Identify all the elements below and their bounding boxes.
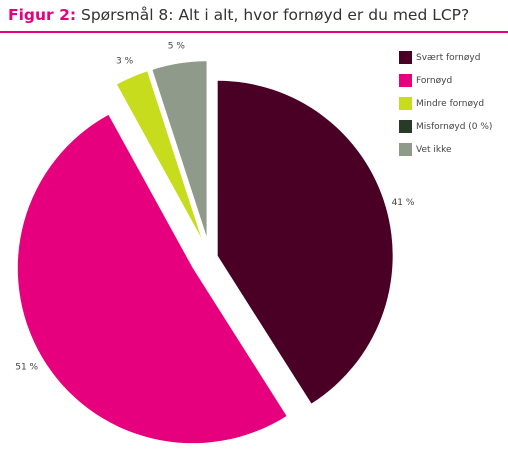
title-underline [0, 31, 508, 33]
data-label: 51 % [15, 362, 38, 372]
legend-label: Misfornøyd (0 %) [416, 121, 493, 132]
title-text: Spørsmål 8: Alt i alt, hvor fornøyd er d… [76, 6, 470, 24]
pie-slice-mindre-fornøyd [116, 71, 202, 238]
legend-item: Vet ikke [399, 142, 492, 157]
legend-item: Mindre fornøyd [399, 96, 492, 111]
data-label: 3 % [116, 57, 134, 67]
pie-slice-svært-fornøyd [217, 80, 393, 404]
data-label: 41 % [392, 198, 415, 208]
pie-slice-vet-ikke [152, 61, 207, 237]
legend-swatch [399, 143, 412, 156]
legend-item: Misfornøyd (0 %) [399, 119, 492, 134]
legend-label: Mindre fornøyd [416, 98, 485, 109]
legend: Svært fornøyd Fornøyd Mindre fornøyd Misfor… [399, 50, 492, 165]
pie-slice-fornøyd [17, 114, 287, 444]
legend-swatch [399, 97, 412, 110]
legend-label: Svært fornøyd [416, 52, 481, 63]
chart-title: Figur 2: Spørsmål 8: Alt i alt, hvor for… [8, 6, 469, 24]
data-label: 5 % [168, 42, 186, 52]
legend-item: Svært fornøyd [399, 50, 492, 65]
legend-item: Fornøyd [399, 73, 492, 88]
legend-label: Fornøyd [416, 75, 453, 86]
legend-swatch [399, 74, 412, 87]
legend-label: Vet ikke [416, 144, 452, 155]
legend-swatch [399, 51, 412, 64]
title-prefix: Figur 2: [8, 6, 77, 24]
legend-swatch [399, 120, 412, 133]
